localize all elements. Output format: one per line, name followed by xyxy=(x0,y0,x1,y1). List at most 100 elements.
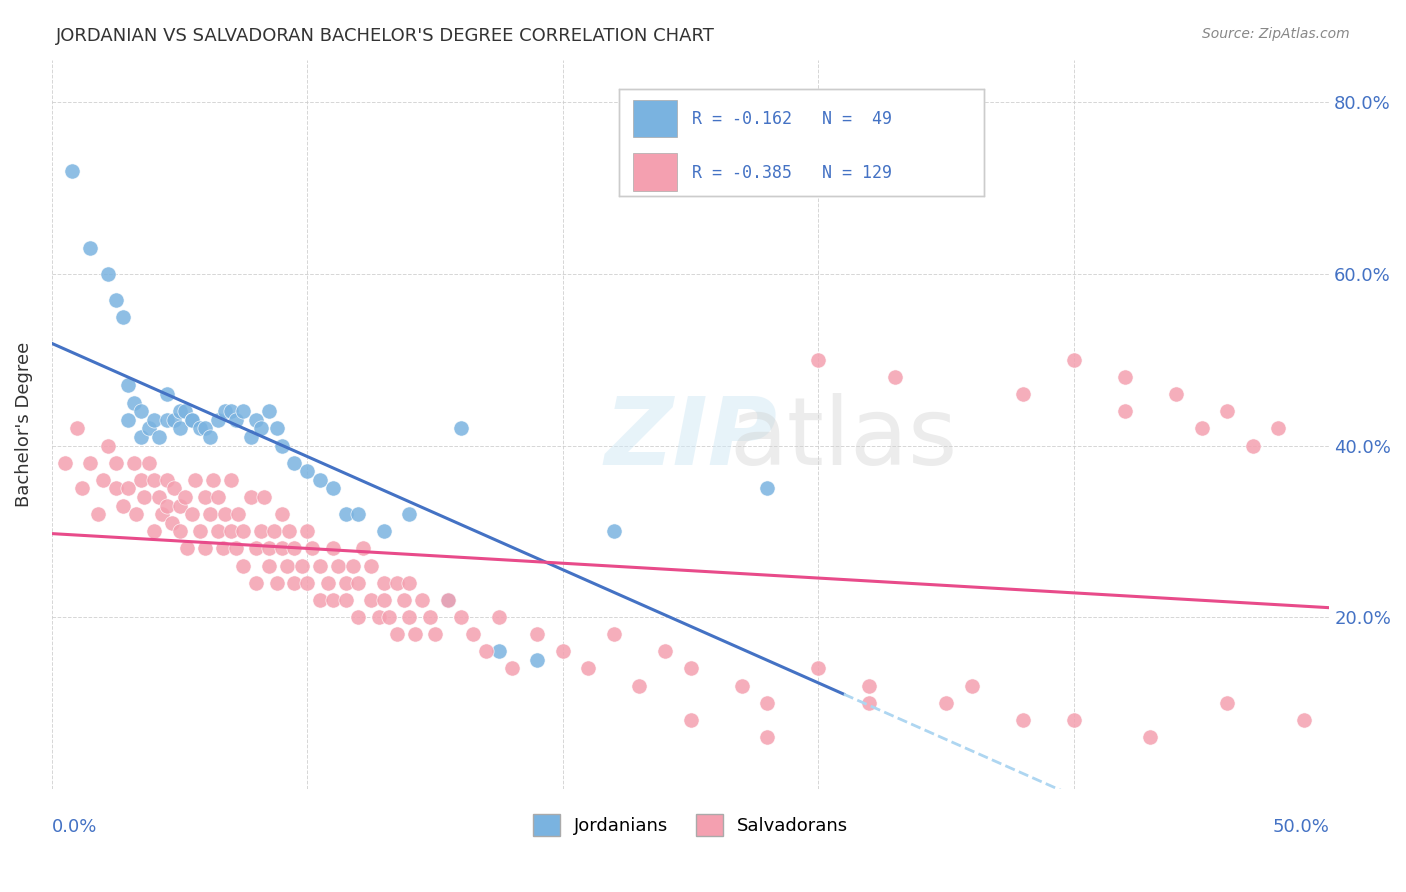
Text: ZIP: ZIP xyxy=(605,392,778,484)
Point xyxy=(450,421,472,435)
Point xyxy=(207,413,229,427)
Text: 0.0%: 0.0% xyxy=(52,818,97,837)
Point xyxy=(219,404,242,418)
Point xyxy=(232,558,254,573)
Point xyxy=(156,499,179,513)
Bar xyxy=(633,100,678,137)
Point xyxy=(526,653,548,667)
Point xyxy=(263,524,285,539)
Point xyxy=(173,404,195,418)
Point xyxy=(270,507,292,521)
Point xyxy=(245,541,267,556)
Point xyxy=(436,592,458,607)
Point xyxy=(176,541,198,556)
Point xyxy=(463,627,485,641)
Point xyxy=(169,404,191,418)
Point xyxy=(132,490,155,504)
Point xyxy=(214,507,236,521)
Point xyxy=(316,575,339,590)
Point xyxy=(79,456,101,470)
Y-axis label: Bachelor's Degree: Bachelor's Degree xyxy=(15,342,32,507)
Point xyxy=(245,575,267,590)
Point xyxy=(347,507,370,521)
Point xyxy=(398,610,420,624)
Point xyxy=(122,456,145,470)
Point xyxy=(353,541,375,556)
Point xyxy=(156,473,179,487)
Point xyxy=(60,164,83,178)
Point xyxy=(198,430,221,444)
Point xyxy=(404,627,426,641)
Point xyxy=(322,482,344,496)
Point xyxy=(163,413,186,427)
Point xyxy=(283,541,305,556)
Point xyxy=(194,421,217,435)
Point xyxy=(232,404,254,418)
Point xyxy=(576,661,599,675)
Point xyxy=(1191,421,1213,435)
Point xyxy=(240,490,263,504)
Point xyxy=(297,464,319,478)
Point xyxy=(117,413,139,427)
Point xyxy=(1114,404,1136,418)
Point xyxy=(335,575,357,590)
Point xyxy=(436,592,458,607)
Point xyxy=(309,473,332,487)
Point xyxy=(219,524,242,539)
Point xyxy=(423,627,446,641)
Point xyxy=(309,558,332,573)
Point xyxy=(184,473,207,487)
Point xyxy=(125,507,148,521)
Point xyxy=(935,696,957,710)
Point xyxy=(219,473,242,487)
Point xyxy=(160,516,183,530)
Point xyxy=(142,473,165,487)
Text: JORDANIAN VS SALVADORAN BACHELOR'S DEGREE CORRELATION CHART: JORDANIAN VS SALVADORAN BACHELOR'S DEGRE… xyxy=(56,27,716,45)
Point xyxy=(322,541,344,556)
Text: R = -0.162   N =  49: R = -0.162 N = 49 xyxy=(692,111,891,128)
Point xyxy=(250,524,273,539)
Point xyxy=(148,490,170,504)
Point xyxy=(207,490,229,504)
Point xyxy=(188,524,211,539)
Point xyxy=(240,430,263,444)
Point xyxy=(1164,387,1187,401)
Point xyxy=(419,610,441,624)
Point xyxy=(66,421,89,435)
Point xyxy=(257,404,280,418)
Point xyxy=(122,395,145,409)
Point xyxy=(163,482,186,496)
Point xyxy=(450,610,472,624)
Point xyxy=(297,524,319,539)
Point xyxy=(270,438,292,452)
Point xyxy=(250,421,273,435)
Point xyxy=(1063,352,1085,367)
Point xyxy=(169,499,191,513)
Point xyxy=(1139,730,1161,744)
Text: R = -0.385   N = 129: R = -0.385 N = 129 xyxy=(692,164,891,182)
Point xyxy=(603,627,626,641)
Point xyxy=(291,558,314,573)
Point xyxy=(378,610,401,624)
Point xyxy=(347,575,370,590)
Point xyxy=(297,575,319,590)
Point xyxy=(245,413,267,427)
Point xyxy=(156,387,179,401)
Point xyxy=(347,610,370,624)
Text: atlas: atlas xyxy=(730,392,957,484)
Point xyxy=(142,413,165,427)
Point xyxy=(173,490,195,504)
Point xyxy=(807,661,830,675)
Point xyxy=(551,644,574,658)
Point xyxy=(342,558,364,573)
Point xyxy=(488,644,510,658)
Point xyxy=(112,310,135,324)
Point xyxy=(104,456,127,470)
Point xyxy=(756,696,779,710)
Point xyxy=(169,524,191,539)
Point xyxy=(104,293,127,307)
Point xyxy=(730,679,752,693)
Point xyxy=(194,490,217,504)
Point xyxy=(654,644,676,658)
Point xyxy=(257,541,280,556)
